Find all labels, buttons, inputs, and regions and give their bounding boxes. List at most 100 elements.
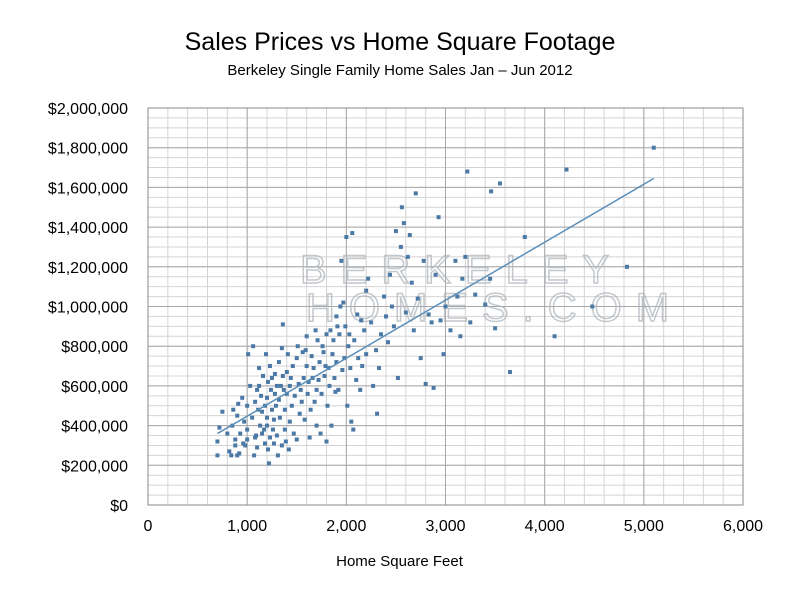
- data-point: [330, 352, 335, 357]
- data-point: [374, 348, 379, 353]
- data-point: [473, 292, 478, 297]
- data-point: [409, 280, 414, 285]
- data-point: [433, 272, 438, 277]
- data-point: [275, 453, 280, 458]
- data-point: [265, 415, 269, 420]
- data-point: [284, 370, 289, 375]
- y-tick-label: $600,000: [61, 379, 128, 396]
- data-point: [286, 447, 291, 452]
- watermark-line: HOMES.COM: [306, 286, 683, 330]
- data-point: [335, 324, 340, 329]
- data-point: [349, 419, 354, 424]
- data-point: [277, 415, 282, 420]
- data-point: [352, 338, 357, 343]
- data-point: [255, 445, 260, 450]
- data-point: [355, 312, 360, 317]
- data-point: [257, 366, 262, 371]
- data-point: [338, 304, 343, 309]
- data-point: [321, 350, 326, 355]
- data-point: [314, 387, 319, 392]
- data-point: [308, 407, 313, 412]
- data-point: [288, 375, 293, 380]
- x-axis-title: Home Square Feet: [336, 553, 464, 570]
- data-point: [260, 431, 265, 436]
- data-point: [280, 373, 285, 378]
- data-point: [227, 449, 232, 454]
- data-point: [236, 401, 241, 406]
- data-point: [246, 352, 251, 357]
- data-point: [358, 387, 363, 392]
- data-point: [438, 318, 443, 323]
- data-point: [287, 383, 292, 388]
- data-point: [448, 328, 453, 333]
- data-point: [309, 354, 314, 359]
- data-point: [377, 366, 382, 371]
- data-point: [267, 364, 272, 369]
- data-point: [281, 387, 286, 392]
- data-point: [240, 395, 245, 400]
- data-point: [215, 439, 220, 444]
- data-point: [453, 258, 458, 263]
- y-tick-label: $1,200,000: [48, 260, 128, 277]
- data-point: [279, 346, 284, 351]
- data-point: [233, 437, 238, 442]
- y-tick-label: $800,000: [61, 339, 128, 356]
- y-tick-label: $200,000: [61, 458, 128, 475]
- data-point: [284, 391, 289, 396]
- data-point: [265, 447, 270, 452]
- data-point: [274, 383, 279, 388]
- data-point: [382, 294, 387, 299]
- data-point: [364, 288, 369, 293]
- data-point: [257, 383, 262, 388]
- x-tick-label: 4,000: [525, 518, 565, 535]
- data-point: [552, 334, 557, 339]
- y-tick-label: $400,000: [61, 419, 128, 436]
- data-point: [282, 427, 287, 432]
- data-point: [318, 431, 323, 436]
- trendline-segment: [217, 177, 655, 435]
- x-tick-label: 5,000: [624, 518, 664, 535]
- data-point: [415, 296, 420, 301]
- data-point: [303, 348, 308, 353]
- data-point: [395, 375, 400, 380]
- data-point: [590, 304, 595, 309]
- data-point: [245, 437, 250, 442]
- y-tick-label: $2,000,000: [48, 101, 128, 118]
- data-point: [324, 439, 329, 444]
- data-point: [315, 338, 320, 343]
- data-point: [351, 427, 356, 432]
- data-point: [265, 395, 269, 400]
- data-point: [385, 340, 390, 345]
- data-point: [271, 417, 276, 422]
- data-point: [272, 391, 277, 396]
- data-point: [282, 407, 287, 412]
- x-tick-label: 0: [144, 518, 153, 535]
- data-point: [401, 221, 406, 226]
- data-point: [329, 423, 334, 428]
- data-point: [250, 415, 255, 420]
- y-tick-label: $1,000,000: [48, 300, 128, 317]
- data-point: [483, 302, 488, 307]
- data-point: [238, 431, 243, 436]
- data-point: [398, 244, 403, 249]
- data-point: [229, 453, 234, 458]
- x-tick-label: 6,000: [723, 518, 763, 535]
- data-point: [269, 407, 274, 412]
- data-point: [307, 435, 312, 440]
- data-point: [405, 254, 410, 259]
- data-point: [285, 352, 290, 357]
- data-point: [296, 381, 301, 386]
- data-point: [564, 167, 569, 172]
- data-point: [344, 235, 349, 240]
- data-point: [292, 393, 297, 398]
- data-point: [265, 423, 269, 428]
- data-point: [340, 368, 345, 373]
- data-point: [290, 364, 295, 369]
- data-point: [346, 344, 351, 349]
- data-point: [324, 332, 329, 337]
- data-point: [364, 352, 369, 357]
- data-point: [391, 324, 396, 329]
- data-point: [276, 397, 281, 402]
- data-point: [624, 264, 629, 269]
